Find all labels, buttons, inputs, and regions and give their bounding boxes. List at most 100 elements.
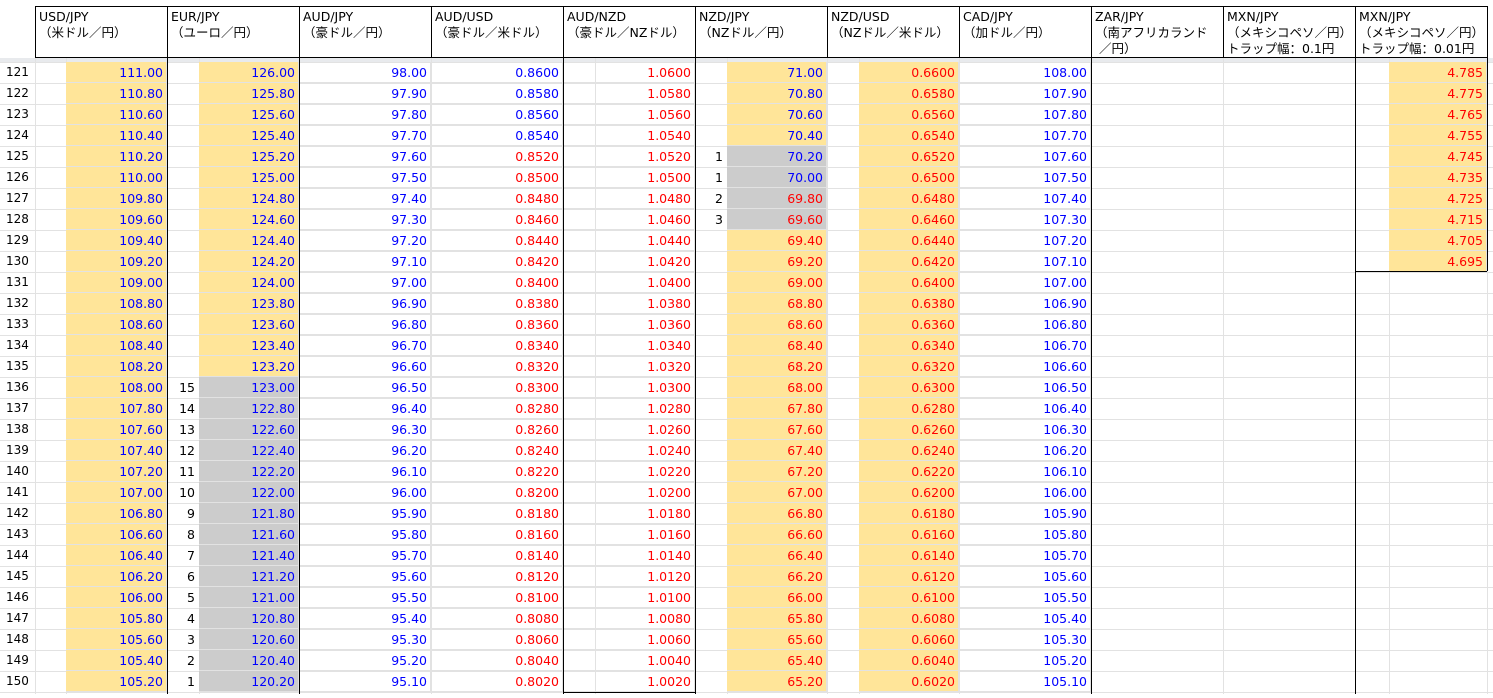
aud-usd-cell[interactable]: 0.8420 bbox=[431, 251, 563, 272]
usd-jpy-cell[interactable]: 105.40 bbox=[66, 650, 167, 671]
nzd-jpy-cell[interactable]: 70.60 bbox=[727, 104, 827, 125]
aud-jpy-cell[interactable]: 98.00 bbox=[299, 62, 431, 83]
usd-jpy-cell[interactable]: 106.20 bbox=[66, 566, 167, 587]
eur-jpy-cell[interactable]: 124.20 bbox=[199, 251, 299, 272]
eur-jpy-cell[interactable]: 125.00 bbox=[199, 167, 299, 188]
aud-usd-cell[interactable]: 0.8520 bbox=[431, 146, 563, 167]
eur-jpy-cell[interactable]: 120.40 bbox=[199, 650, 299, 671]
eur-jpy-cell[interactable]: 121.00 bbox=[199, 587, 299, 608]
nzd-jpy-cell[interactable]: 66.00 bbox=[727, 587, 827, 608]
cad-jpy-cell[interactable]: 108.00 bbox=[959, 62, 1091, 83]
row-number[interactable]: 138 bbox=[6, 422, 29, 436]
cad-jpy-cell[interactable]: 107.30 bbox=[959, 209, 1091, 230]
usd-jpy-cell[interactable]: 108.40 bbox=[66, 335, 167, 356]
cad-jpy-cell[interactable]: 105.70 bbox=[959, 545, 1091, 566]
cad-jpy-cell[interactable]: 106.40 bbox=[959, 398, 1091, 419]
usd-jpy-cell[interactable]: 109.60 bbox=[66, 209, 167, 230]
nzd-jpy-cell[interactable]: 68.00 bbox=[727, 377, 827, 398]
nzd-jpy-cell[interactable]: 66.20 bbox=[727, 566, 827, 587]
aud-usd-cell[interactable]: 0.8180 bbox=[431, 503, 563, 524]
nzd-jpy-cell[interactable]: 65.80 bbox=[727, 608, 827, 629]
nzd-jpy-cell[interactable]: 65.20 bbox=[727, 671, 827, 692]
row-number[interactable]: 145 bbox=[6, 569, 29, 583]
nzd-jpy-cell[interactable]: 69.20 bbox=[727, 251, 827, 272]
aud-jpy-cell[interactable]: 97.90 bbox=[299, 83, 431, 104]
row-number[interactable]: 140 bbox=[6, 464, 29, 478]
nzd-usd-cell[interactable]: 0.6280 bbox=[859, 398, 959, 419]
aud-jpy-cell[interactable]: 96.90 bbox=[299, 293, 431, 314]
aud-nzd-cell[interactable]: 1.0300 bbox=[563, 377, 695, 398]
aud-jpy-cell[interactable]: 95.90 bbox=[299, 503, 431, 524]
row-number[interactable]: 128 bbox=[6, 212, 29, 226]
row-number[interactable]: 134 bbox=[6, 338, 29, 352]
aud-usd-cell[interactable]: 0.8440 bbox=[431, 230, 563, 251]
usd-jpy-cell[interactable]: 111.00 bbox=[66, 62, 167, 83]
aud-nzd-cell[interactable]: 1.0240 bbox=[563, 440, 695, 461]
mxn-jpy-cell[interactable]: 4.705 bbox=[1389, 230, 1487, 251]
cad-jpy-cell[interactable]: 105.10 bbox=[959, 671, 1091, 692]
usd-jpy-cell[interactable]: 105.20 bbox=[66, 671, 167, 692]
aud-jpy-cell[interactable]: 95.60 bbox=[299, 566, 431, 587]
aud-usd-cell[interactable]: 0.8080 bbox=[431, 608, 563, 629]
cad-jpy-cell[interactable]: 105.20 bbox=[959, 650, 1091, 671]
mxn-jpy-cell[interactable]: 4.735 bbox=[1389, 167, 1487, 188]
nzd-jpy-cell[interactable]: 71.00 bbox=[727, 62, 827, 83]
mxn-jpy-cell[interactable]: 4.775 bbox=[1389, 83, 1487, 104]
aud-nzd-cell[interactable]: 1.0120 bbox=[563, 566, 695, 587]
eur-jpy-cell[interactable]: 123.80 bbox=[199, 293, 299, 314]
aud-jpy-cell[interactable]: 95.40 bbox=[299, 608, 431, 629]
nzd-jpy-cell[interactable]: 70.40 bbox=[727, 125, 827, 146]
row-number[interactable]: 135 bbox=[6, 359, 29, 373]
usd-jpy-cell[interactable]: 108.20 bbox=[66, 356, 167, 377]
nzd-usd-cell[interactable]: 0.6560 bbox=[859, 104, 959, 125]
aud-nzd-cell[interactable]: 1.0200 bbox=[563, 482, 695, 503]
aud-usd-cell[interactable]: 0.8160 bbox=[431, 524, 563, 545]
nzd-usd-cell[interactable]: 0.6440 bbox=[859, 230, 959, 251]
nzd-usd-cell[interactable]: 0.6460 bbox=[859, 209, 959, 230]
aud-usd-cell[interactable]: 0.8320 bbox=[431, 356, 563, 377]
aud-usd-cell[interactable]: 0.8600 bbox=[431, 62, 563, 83]
eur-jpy-cell[interactable]: 124.40 bbox=[199, 230, 299, 251]
aud-usd-cell[interactable]: 0.8200 bbox=[431, 482, 563, 503]
eur-jpy-cell[interactable]: 121.40 bbox=[199, 545, 299, 566]
eur-jpy-cell[interactable]: 121.20 bbox=[199, 566, 299, 587]
usd-jpy-cell[interactable]: 105.60 bbox=[66, 629, 167, 650]
aud-nzd-cell[interactable]: 1.0140 bbox=[563, 545, 695, 566]
eur-jpy-cell[interactable]: 125.80 bbox=[199, 83, 299, 104]
aud-jpy-cell[interactable]: 95.50 bbox=[299, 587, 431, 608]
aud-jpy-cell[interactable]: 96.80 bbox=[299, 314, 431, 335]
usd-jpy-cell[interactable]: 107.20 bbox=[66, 461, 167, 482]
aud-jpy-cell[interactable]: 97.20 bbox=[299, 230, 431, 251]
aud-usd-cell[interactable]: 0.8020 bbox=[431, 671, 563, 692]
aud-jpy-cell[interactable]: 97.30 bbox=[299, 209, 431, 230]
cad-jpy-cell[interactable]: 107.40 bbox=[959, 188, 1091, 209]
aud-nzd-cell[interactable]: 1.0540 bbox=[563, 125, 695, 146]
aud-jpy-cell[interactable]: 95.80 bbox=[299, 524, 431, 545]
aud-nzd-cell[interactable]: 1.0440 bbox=[563, 230, 695, 251]
aud-usd-cell[interactable]: 0.8460 bbox=[431, 209, 563, 230]
nzd-jpy-cell[interactable]: 68.20 bbox=[727, 356, 827, 377]
aud-jpy-cell[interactable]: 97.50 bbox=[299, 167, 431, 188]
nzd-jpy-cell[interactable]: 65.40 bbox=[727, 650, 827, 671]
nzd-usd-cell[interactable]: 0.6220 bbox=[859, 461, 959, 482]
aud-nzd-cell[interactable]: 1.0460 bbox=[563, 209, 695, 230]
nzd-usd-cell[interactable]: 0.6380 bbox=[859, 293, 959, 314]
row-number[interactable]: 144 bbox=[6, 548, 29, 562]
eur-jpy-cell[interactable]: 123.40 bbox=[199, 335, 299, 356]
aud-nzd-cell[interactable]: 1.0500 bbox=[563, 167, 695, 188]
nzd-jpy-cell[interactable]: 70.00 bbox=[727, 167, 827, 188]
aud-nzd-cell[interactable]: 1.0480 bbox=[563, 188, 695, 209]
eur-jpy-cell[interactable]: 125.20 bbox=[199, 146, 299, 167]
column-header[interactable]: MXN/JPY （メキシコペソ／円） トラップ幅：0.01円 bbox=[1355, 6, 1488, 58]
aud-usd-cell[interactable]: 0.8540 bbox=[431, 125, 563, 146]
usd-jpy-cell[interactable]: 106.00 bbox=[66, 587, 167, 608]
nzd-usd-cell[interactable]: 0.6160 bbox=[859, 524, 959, 545]
row-number[interactable]: 139 bbox=[6, 443, 29, 457]
row-number[interactable]: 124 bbox=[6, 128, 29, 142]
eur-jpy-cell[interactable]: 123.20 bbox=[199, 356, 299, 377]
usd-jpy-cell[interactable]: 107.40 bbox=[66, 440, 167, 461]
row-number[interactable]: 137 bbox=[6, 401, 29, 415]
usd-jpy-cell[interactable]: 109.80 bbox=[66, 188, 167, 209]
usd-jpy-cell[interactable]: 107.60 bbox=[66, 419, 167, 440]
aud-usd-cell[interactable]: 0.8260 bbox=[431, 419, 563, 440]
